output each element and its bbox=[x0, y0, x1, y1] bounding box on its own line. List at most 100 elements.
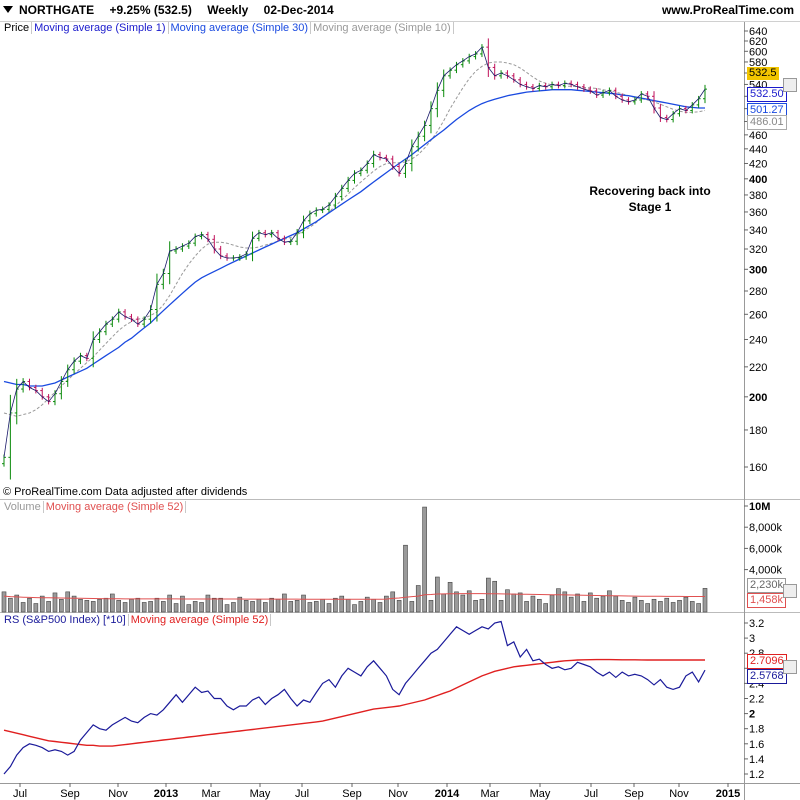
price-tick-label: 280 bbox=[749, 286, 767, 298]
volume-bar bbox=[122, 602, 128, 613]
volume-bar bbox=[1, 591, 7, 613]
volume-bar bbox=[511, 593, 517, 613]
volume-bar bbox=[224, 604, 230, 613]
x-tick-label: Sep bbox=[342, 788, 362, 800]
price-tick-label: 440 bbox=[749, 144, 767, 156]
rs-tick-label: 1.4 bbox=[749, 754, 764, 766]
legend-ma10[interactable]: Moving average (Simple 10) bbox=[311, 22, 454, 34]
volume-bar bbox=[237, 596, 243, 613]
volume-bar bbox=[116, 600, 122, 613]
legend-rs-ma52[interactable]: Moving average (Simple 52) bbox=[128, 614, 272, 626]
volume-bar bbox=[670, 602, 676, 613]
period-label[interactable]: Weekly bbox=[207, 3, 249, 17]
volume-bar bbox=[345, 598, 351, 613]
volume-bar bbox=[454, 591, 459, 613]
legend-ma1[interactable]: Moving average (Simple 1) bbox=[32, 22, 169, 34]
volume-bar bbox=[543, 603, 548, 613]
volume-bar bbox=[632, 596, 638, 613]
legend-price[interactable]: Price bbox=[2, 22, 33, 34]
ma10-tag: 486.01 bbox=[747, 115, 787, 130]
volume-scale-icon[interactable] bbox=[783, 584, 797, 598]
volume-bar bbox=[231, 602, 236, 613]
volume-bar bbox=[651, 598, 657, 613]
price-scale-icon[interactable] bbox=[783, 78, 797, 92]
annotation-line-1: Recovering back into bbox=[589, 184, 711, 198]
volume-bar bbox=[301, 594, 306, 613]
volume-bar bbox=[199, 602, 204, 613]
rs-tick-label: 1.8 bbox=[749, 724, 764, 736]
price-tick-label: 300 bbox=[749, 264, 767, 276]
price-tick-label: 400 bbox=[749, 174, 767, 186]
volume-bar bbox=[84, 600, 90, 613]
volume-bar bbox=[466, 590, 472, 613]
legend-ma30[interactable]: Moving average (Simple 30) bbox=[168, 22, 312, 34]
volume-bar bbox=[530, 595, 536, 613]
legend-rs[interactable]: RS (S&P500 Index) [*10] bbox=[2, 614, 129, 626]
volume-bar bbox=[288, 601, 294, 613]
rs-tick-label: 1.6 bbox=[749, 739, 764, 751]
site-link[interactable]: www.ProRealTime.com bbox=[661, 3, 794, 17]
volume-bar bbox=[415, 585, 421, 613]
volume-bar bbox=[218, 597, 223, 613]
volume-legend: Volume Moving average (Simple 52) bbox=[2, 501, 187, 515]
volume-bar bbox=[556, 588, 561, 613]
volume-bar bbox=[52, 592, 58, 613]
price-tick-label: 420 bbox=[749, 158, 767, 170]
volume-bar bbox=[282, 593, 287, 613]
volume-bar bbox=[27, 597, 32, 613]
volume-bar bbox=[320, 598, 325, 613]
volume-bar bbox=[294, 600, 300, 613]
volume-bar bbox=[333, 597, 338, 613]
price-tick-label: 220 bbox=[749, 362, 767, 374]
price-legend: Price Moving average (Simple 1) Moving ave… bbox=[2, 22, 454, 36]
price-footer: © ProRealTime.com Data adjusted after di… bbox=[3, 486, 248, 498]
volume-bar bbox=[562, 591, 568, 613]
price-tick-label: 360 bbox=[749, 207, 767, 219]
volume-bar bbox=[581, 601, 587, 613]
x-tick-label: Sep bbox=[60, 788, 80, 800]
volume-bar bbox=[275, 598, 281, 613]
volume-bar bbox=[537, 598, 542, 613]
volume-bar bbox=[428, 600, 434, 613]
symbol-name[interactable]: NORTHGATE bbox=[19, 3, 95, 17]
rs-scale-icon[interactable] bbox=[783, 660, 797, 674]
x-tick-label: Mar bbox=[481, 788, 500, 800]
dropdown-triangle-icon[interactable] bbox=[3, 6, 13, 13]
x-tick-label: Jul bbox=[584, 788, 598, 800]
price-tick-label: 620 bbox=[749, 36, 767, 48]
rs-ma-line bbox=[3, 658, 705, 747]
volume-bar bbox=[307, 602, 313, 613]
volume-bar bbox=[492, 580, 498, 613]
volume-bar bbox=[167, 594, 172, 613]
volume-bar bbox=[358, 601, 364, 613]
volume-bar bbox=[90, 601, 96, 613]
volume-bar bbox=[256, 598, 262, 613]
volume-bar bbox=[594, 597, 599, 613]
rs-tag: 2.5768 bbox=[747, 669, 787, 684]
price-tick-label: 260 bbox=[749, 309, 767, 321]
volume-bar bbox=[683, 596, 689, 613]
volume-tick-label: 6,000k bbox=[749, 543, 783, 555]
volume-bar bbox=[702, 588, 708, 613]
volume-bar bbox=[135, 597, 141, 613]
legend-volume-ma52[interactable]: Moving average (Simple 52) bbox=[43, 501, 187, 513]
volume-bar bbox=[110, 593, 115, 613]
volume-bar bbox=[313, 601, 319, 613]
volume-bar bbox=[352, 604, 357, 613]
volume-bar bbox=[505, 589, 510, 613]
volume-ma-line bbox=[3, 593, 705, 600]
x-tick-label: Sep bbox=[624, 788, 644, 800]
annotation-line-2: Stage 1 bbox=[628, 200, 672, 214]
volume-bar bbox=[161, 601, 166, 613]
volume-bar bbox=[186, 604, 192, 613]
rs-legend: RS (S&P500 Index) [*10] Moving average (S… bbox=[2, 614, 272, 628]
volume-bar bbox=[71, 595, 77, 613]
rs-line bbox=[3, 620, 706, 775]
volume-bar bbox=[212, 597, 217, 613]
price-tag: 532.5 bbox=[747, 67, 779, 80]
x-tick-label: Jul bbox=[295, 788, 309, 800]
volume-bar bbox=[154, 597, 160, 613]
legend-volume[interactable]: Volume bbox=[2, 501, 44, 513]
volume-bar bbox=[364, 596, 370, 613]
x-tick-label: Nov bbox=[388, 788, 408, 800]
